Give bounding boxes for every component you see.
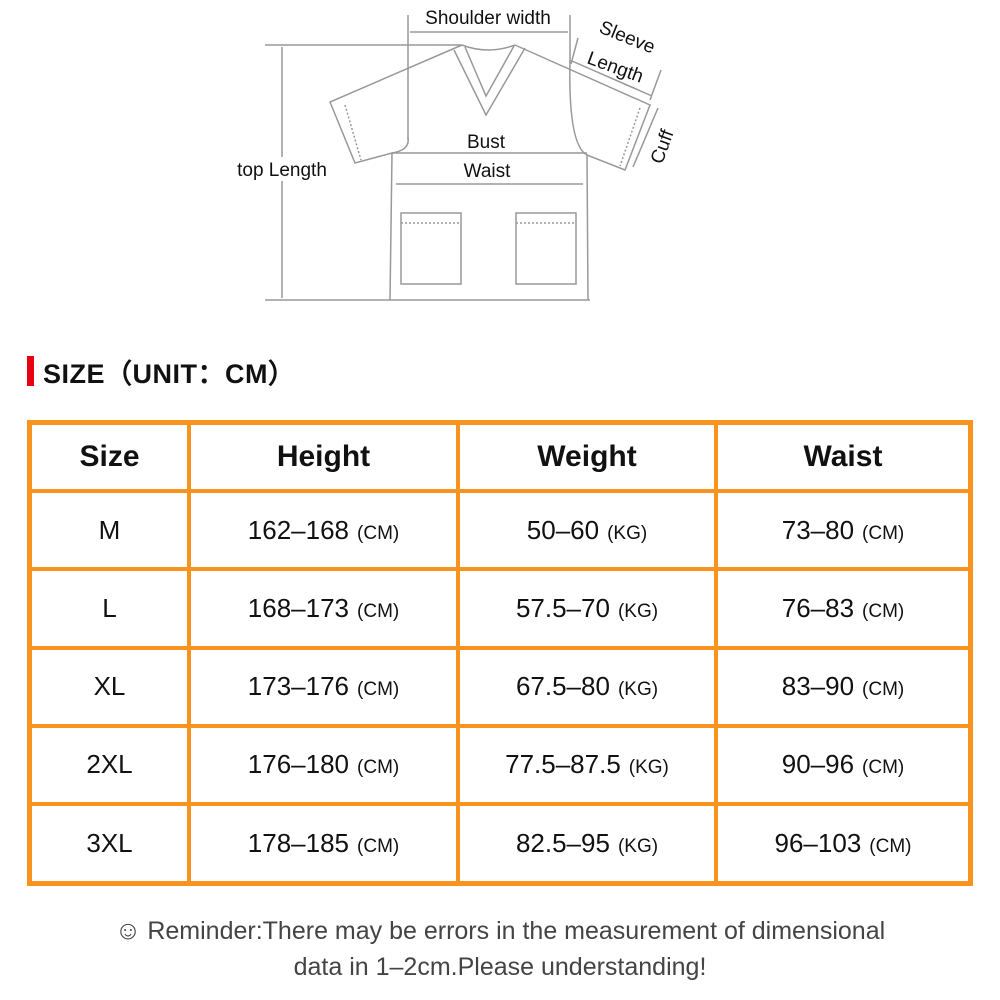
- right-pocket: [515, 212, 577, 285]
- reminder-line-2: data in 1–2cm.Please understanding!: [293, 953, 707, 981]
- waist-cell: 76–83 (CM): [714, 567, 973, 650]
- height-value: 178–185: [247, 828, 350, 859]
- waist-unit: (CM): [862, 679, 905, 701]
- height-value: 173–176: [247, 671, 350, 702]
- height-value: 162–168: [247, 514, 350, 545]
- size-table: Size Height Weight Waist M 162–168 (CM) 50–…: [27, 420, 973, 886]
- weight-unit: (KG): [617, 836, 659, 858]
- size-value: 3XL: [86, 828, 133, 859]
- header-weight: Weight: [456, 420, 718, 493]
- size-value: M: [98, 514, 121, 545]
- height-unit: (CM): [357, 522, 400, 544]
- header-height: Height: [187, 420, 460, 493]
- waist-unit: (CM): [869, 836, 912, 858]
- waist-label: Waist: [464, 161, 512, 182]
- length-label: Length: [584, 48, 646, 88]
- shirt-outline: [265, 15, 662, 301]
- weight-unit: (KG): [628, 757, 669, 779]
- reminder-line-1: Reminder:There may be errors in the meas…: [147, 917, 886, 945]
- size-cell: 3XL: [27, 802, 191, 886]
- height-unit: (CM): [357, 679, 400, 701]
- waist-value: 76–83: [781, 592, 855, 623]
- waist-cell: 73–80 (CM): [714, 488, 973, 572]
- size-cell: M: [27, 488, 191, 572]
- left-pocket: [400, 212, 462, 285]
- size-cell: 2XL: [27, 723, 191, 807]
- reminder-note: ☺ Reminder:There may be errors in the mea…: [0, 912, 1000, 985]
- size-value: 2XL: [86, 749, 133, 780]
- waist-unit: (CM): [862, 757, 905, 779]
- waist-value: 83–90: [781, 671, 855, 702]
- cuff-label: Cuff: [647, 126, 679, 166]
- weight-cell: 57.5–70 (KG): [456, 567, 718, 650]
- table-header-row: Size Height Weight Waist: [27, 420, 973, 493]
- size-cell: XL: [27, 645, 191, 728]
- title-accent-bar: [27, 356, 34, 386]
- height-cell: 162–168 (CM): [187, 488, 460, 572]
- weight-value: 77.5–87.5: [505, 749, 621, 780]
- weight-unit: (KG): [607, 522, 648, 544]
- weight-cell: 77.5–87.5 (KG): [456, 723, 718, 807]
- weight-cell: 67.5–80 (KG): [456, 645, 718, 728]
- weight-value: 67.5–80: [515, 671, 610, 702]
- waist-cell: 83–90 (CM): [714, 645, 973, 728]
- cuff-arrow: [632, 107, 659, 168]
- section-title-text: SIZE（UNIT：CM）: [43, 358, 296, 389]
- waist-value: 90–96: [781, 749, 855, 780]
- weight-value: 82.5–95: [515, 828, 610, 859]
- height-cell: 178–185 (CM): [187, 802, 460, 886]
- height-cell: 168–173 (CM): [187, 567, 460, 650]
- height-value: 168–173: [247, 592, 350, 623]
- weight-unit: (KG): [617, 679, 659, 701]
- table-row: M 162–168 (CM) 50–60 (KG) 73–80 (CM): [27, 488, 973, 572]
- waist-cell: 96–103 (CM): [714, 802, 973, 886]
- height-cell: 173–176 (CM): [187, 645, 460, 728]
- top-length-label: top Length: [237, 160, 327, 181]
- height-unit: (CM): [357, 836, 400, 858]
- waist-value: 73–80: [781, 514, 855, 545]
- waist-value: 96–103: [774, 828, 862, 859]
- weight-unit: (KG): [617, 600, 659, 622]
- size-value: L: [102, 592, 117, 623]
- waist-unit: (CM): [862, 600, 905, 622]
- table-row: L 168–173 (CM) 57.5–70 (KG) 76–83 (CM): [27, 567, 973, 650]
- sleeve-length-arrow: [571, 60, 653, 97]
- header-size: Size: [27, 420, 191, 493]
- size-value: XL: [93, 671, 126, 702]
- shoulder-width-label: Shoulder width: [425, 8, 551, 29]
- weight-value: 50–60: [526, 514, 600, 545]
- height-value: 176–180: [247, 749, 350, 780]
- header-waist: Waist: [714, 420, 973, 493]
- height-unit: (CM): [357, 757, 400, 779]
- weight-value: 57.5–70: [515, 592, 610, 623]
- waist-cell: 90–96 (CM): [714, 723, 973, 807]
- table-row: XL 173–176 (CM) 67.5–80 (KG) 83–90 (CM): [27, 645, 973, 728]
- height-cell: 176–180 (CM): [187, 723, 460, 807]
- smiley-icon: ☺: [114, 915, 142, 945]
- weight-cell: 82.5–95 (KG): [456, 802, 718, 886]
- weight-cell: 50–60 (KG): [456, 488, 718, 572]
- table-row: 2XL 176–180 (CM) 77.5–87.5 (KG) 90–96 (CM): [27, 723, 973, 807]
- garment-measurement-diagram: Shoulder width Sleeve Length Cuff Bust W…: [237, 8, 679, 301]
- waist-unit: (CM): [862, 522, 905, 544]
- size-cell: L: [27, 567, 191, 650]
- bust-label: Bust: [467, 132, 506, 153]
- table-row: 3XL 178–185 (CM) 82.5–95 (KG) 96–103 (CM): [27, 802, 973, 886]
- section-title: SIZE（UNIT：CM）: [27, 354, 296, 389]
- height-unit: (CM): [357, 600, 400, 622]
